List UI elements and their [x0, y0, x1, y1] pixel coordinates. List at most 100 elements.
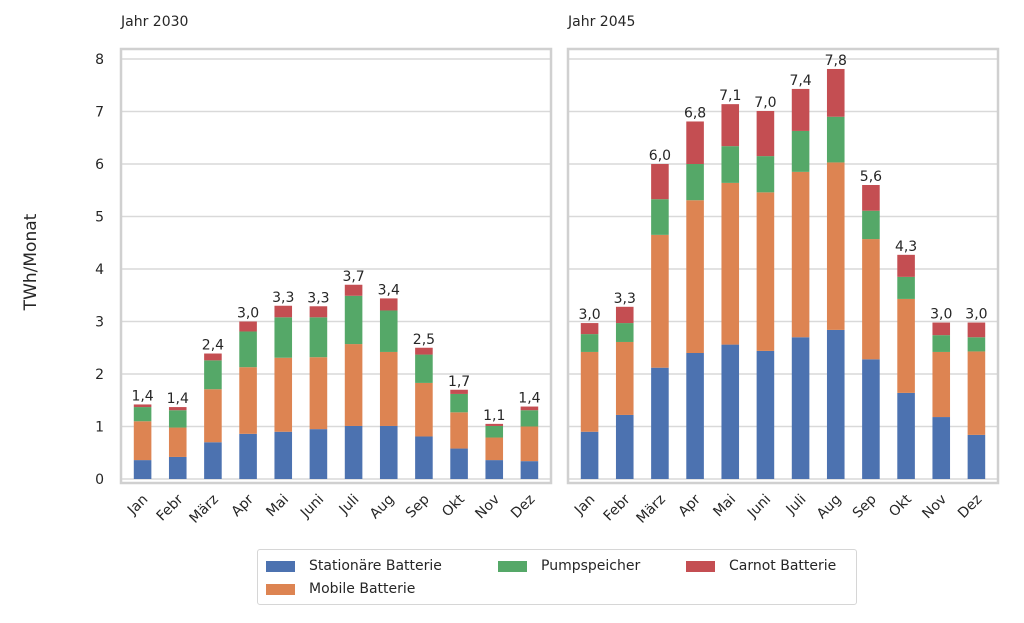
x-tick-label: Mai — [710, 492, 739, 521]
bar-segment-mobile-batterie — [967, 351, 986, 435]
bar-segment-stationaere-batterie — [826, 329, 845, 479]
bar-segment-pumpspeicher — [415, 354, 433, 383]
bar-segment-mobile-batterie — [791, 171, 810, 338]
bar-segment-carnot-batterie — [344, 284, 363, 296]
total-label: 2,5 — [413, 332, 435, 348]
legend-item-stationaere-batterie: Stationäre Batterie — [266, 558, 442, 574]
total-label: 7,8 — [825, 53, 847, 69]
bar-segment-mobile-batterie — [450, 412, 468, 449]
bar-segment-pumpspeicher — [615, 323, 634, 342]
legend-swatch-stationaere-batterie — [266, 560, 295, 572]
bar-segment-carnot-batterie — [932, 322, 951, 336]
bar-segment-pumpspeicher — [379, 310, 398, 352]
legend-item-pumpspeicher: Pumpspeicher — [498, 558, 640, 574]
total-label: 3,0 — [578, 307, 600, 323]
x-tick-label: Febr — [154, 491, 187, 524]
bar-segment-stationaere-batterie — [721, 344, 740, 479]
x-tick-label: Jan — [571, 492, 598, 519]
total-label: 1,4 — [518, 391, 540, 407]
y-tick-label: 3 — [95, 315, 104, 331]
bar-segment-carnot-batterie — [379, 298, 398, 311]
bar-segment-carnot-batterie — [721, 104, 740, 147]
bar-segment-mobile-batterie — [651, 234, 669, 368]
legend-swatch-pumpspeicher — [498, 560, 527, 572]
bar-segment-mobile-batterie — [686, 200, 704, 353]
total-label: 1,4 — [131, 388, 153, 404]
bar-segment-stationaere-batterie — [756, 350, 775, 479]
bar-segment-stationaere-batterie — [897, 392, 915, 479]
bar-segment-pumpspeicher — [204, 360, 222, 390]
bar-segment-stationaere-batterie — [932, 417, 951, 479]
bar-segment-carnot-batterie — [897, 254, 915, 277]
bar-segment-mobile-batterie — [415, 382, 433, 437]
legend-swatch-carnot-batterie — [686, 560, 715, 572]
bar-segment-mobile-batterie — [274, 357, 293, 432]
bar-segment-mobile-batterie — [485, 437, 504, 461]
bar-segment-carnot-batterie — [967, 322, 986, 338]
total-label: 7,0 — [754, 95, 776, 111]
total-label: 6,0 — [649, 148, 671, 164]
total-label: 3,0 — [237, 306, 259, 322]
x-tick-label: Mai — [263, 492, 292, 521]
y-tick-label: 7 — [95, 105, 104, 121]
bar-segment-stationaere-batterie — [274, 431, 293, 479]
bar-segment-stationaere-batterie — [450, 448, 468, 479]
total-label: 3,0 — [965, 307, 987, 323]
y-tick-label: 5 — [95, 210, 104, 226]
panel-title: Jahr 2030 — [120, 14, 188, 30]
panel-title: Jahr 2045 — [567, 14, 635, 30]
bar-segment-carnot-batterie — [756, 110, 775, 157]
x-tick-label: Apr — [228, 491, 257, 520]
bar-segment-pumpspeicher — [932, 335, 951, 352]
bar-segment-carnot-batterie — [686, 121, 704, 164]
bar-segment-carnot-batterie — [133, 404, 152, 408]
total-label: 4,3 — [895, 239, 917, 255]
bar-segment-stationaere-batterie — [379, 425, 398, 479]
x-tick-label: Nov — [472, 492, 503, 523]
total-label: 3,3 — [272, 290, 294, 306]
bar-segment-mobile-batterie — [826, 162, 845, 330]
bar-segment-stationaere-batterie — [239, 433, 257, 479]
bar-segment-mobile-batterie — [168, 427, 187, 457]
bar-segment-mobile-batterie — [721, 182, 740, 345]
panel-2030: Jahr 2030 0 1 2 3 4 5 6 7 8 1,4 Jan 1,4 Febr 2,4 März 3,… — [95, 14, 553, 527]
bar-segment-mobile-batterie — [239, 367, 257, 434]
bar-segment-carnot-batterie — [204, 353, 222, 361]
bar-segment-carnot-batterie — [791, 88, 810, 131]
x-tick-label: März — [187, 492, 222, 527]
bar-segment-mobile-batterie — [862, 239, 880, 360]
total-label: 3,7 — [342, 269, 364, 285]
bar-segment-pumpspeicher — [450, 393, 468, 413]
bar-segment-stationaere-batterie — [204, 442, 222, 479]
legend-label: Mobile Batterie — [309, 581, 416, 597]
bar-segment-stationaere-batterie — [344, 425, 363, 479]
panel-frame — [119, 47, 553, 485]
bar-segment-pumpspeicher — [791, 130, 810, 172]
bar-segment-pumpspeicher — [756, 156, 775, 193]
bar-segment-carnot-batterie — [862, 185, 880, 211]
bar-segment-mobile-batterie — [756, 192, 775, 351]
bar-segment-carnot-batterie — [615, 306, 634, 324]
total-label: 3,0 — [930, 307, 952, 323]
bar-segment-pumpspeicher — [520, 410, 539, 427]
total-label: 7,4 — [789, 73, 811, 89]
bar-segment-carnot-batterie — [651, 164, 669, 200]
x-tick-label: März — [634, 492, 669, 527]
x-tick-label: Juli — [783, 492, 810, 519]
bar-segment-stationaere-batterie — [651, 367, 669, 479]
x-tick-label: Nov — [919, 492, 950, 523]
bar-segment-stationaere-batterie — [309, 429, 328, 479]
legend-swatch-mobile-batterie — [266, 583, 295, 595]
y-axis-label: TWh/Monat — [21, 213, 41, 311]
bar-segment-pumpspeicher — [721, 146, 740, 183]
bar-segment-mobile-batterie — [309, 357, 328, 430]
x-tick-label: Jan — [124, 492, 151, 519]
bar-segment-pumpspeicher — [168, 410, 187, 428]
bar-segment-carnot-batterie — [450, 389, 468, 394]
bar-segment-mobile-batterie — [897, 298, 915, 393]
bar-segment-pumpspeicher — [274, 317, 293, 358]
total-label: 3,4 — [378, 282, 400, 298]
y-tick-label: 1 — [95, 420, 104, 436]
total-label: 6,8 — [684, 105, 706, 121]
